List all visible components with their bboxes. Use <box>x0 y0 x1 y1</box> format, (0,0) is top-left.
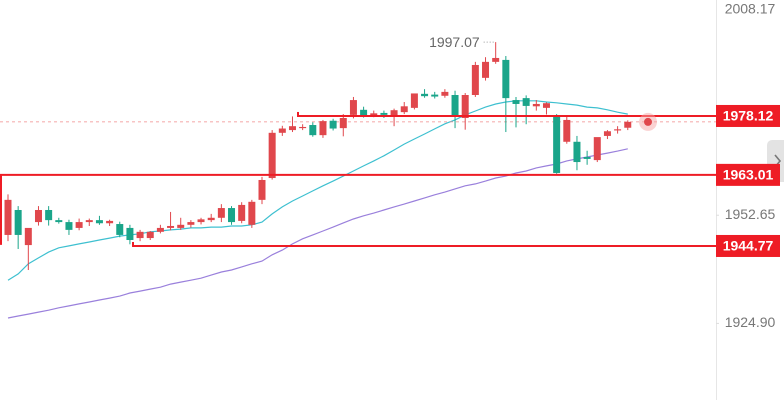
candle-body <box>380 112 388 115</box>
candle-body <box>522 98 530 106</box>
candle-body <box>349 100 357 115</box>
candle-body <box>55 220 63 223</box>
candle-body <box>461 94 469 118</box>
candle-body <box>14 209 22 235</box>
candle-body <box>156 227 164 232</box>
candle-body <box>146 231 154 239</box>
candle-body <box>95 220 103 224</box>
candle-body <box>167 225 175 228</box>
candle-body <box>400 106 408 113</box>
candle-body <box>390 110 398 117</box>
moving-average <box>7 100 628 281</box>
y-tick-label: 1924.90 <box>725 314 776 330</box>
candle-body <box>288 126 296 131</box>
candle-body <box>207 217 215 221</box>
moving-average <box>7 148 628 319</box>
candle-body <box>309 125 317 136</box>
candle-body <box>563 119 571 142</box>
candle-body <box>177 224 185 228</box>
candle-body <box>583 156 591 159</box>
candle-body <box>228 208 236 223</box>
candle-body <box>34 209 42 223</box>
level-label-box <box>716 234 780 257</box>
candle-body <box>24 227 32 246</box>
candle-body <box>278 128 286 133</box>
candle-body <box>532 103 540 107</box>
level-label: 1944.77 <box>723 238 774 254</box>
candle-body <box>431 94 439 97</box>
candle-body <box>85 220 93 223</box>
candle-body <box>542 103 550 108</box>
candle-body <box>258 179 266 200</box>
y-tick-label: 2008.17 <box>725 1 776 17</box>
candle-body <box>65 222 73 230</box>
candle-body <box>471 64 479 95</box>
candle-body <box>116 224 124 235</box>
candle-body <box>238 204 246 221</box>
level-label: 1963.01 <box>723 167 774 183</box>
level-label: 1978.12 <box>723 108 774 124</box>
candle-body <box>370 113 378 116</box>
candle-body <box>45 209 53 221</box>
candle-body <box>451 94 459 117</box>
y-tick-label: 1952.65 <box>725 206 776 222</box>
candle-body <box>268 132 276 179</box>
candle-body <box>512 100 520 104</box>
candle-body <box>603 131 611 136</box>
candle-body <box>126 227 134 241</box>
candle-body <box>553 116 561 173</box>
level-label-box <box>716 104 780 127</box>
candle-body <box>573 141 581 163</box>
candle-body <box>329 120 337 129</box>
candle-body <box>624 121 632 128</box>
candle-body <box>339 117 347 129</box>
candle-body <box>502 59 510 99</box>
candle-body <box>593 137 601 161</box>
candle-body <box>492 57 500 62</box>
candle-body <box>482 61 490 78</box>
level-label-box <box>716 163 780 186</box>
candle-body <box>75 222 83 228</box>
candle-body <box>106 220 114 224</box>
candle-body <box>319 121 327 136</box>
candle-body <box>197 219 205 223</box>
candle-body <box>248 201 256 225</box>
price-marker <box>644 117 652 126</box>
candle-body <box>360 109 368 116</box>
candle-body <box>421 93 429 97</box>
candle-body <box>410 93 418 108</box>
candle-body <box>441 91 449 96</box>
annotation: 1997.07 <box>429 34 480 50</box>
candle-body <box>136 231 144 239</box>
candle-body <box>187 222 195 225</box>
candle-body <box>217 208 225 218</box>
candle-body <box>614 129 622 131</box>
candle-body <box>4 199 12 235</box>
candle-body <box>299 126 307 129</box>
